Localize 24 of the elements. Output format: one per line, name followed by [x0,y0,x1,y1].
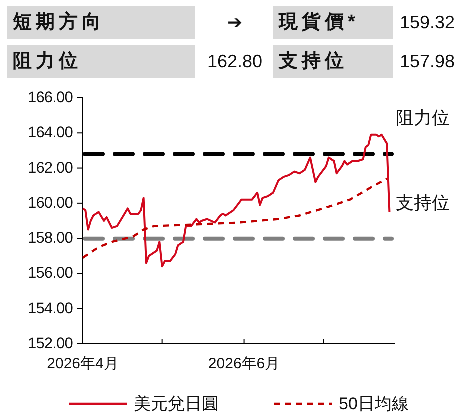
text: 支持位 [278,50,348,72]
ref-line-label: 阻力位 [396,108,450,128]
text: 現貨價* [278,11,360,33]
text: ➔ [227,12,243,32]
y-tick-label: 162.00 [28,160,74,177]
text: 162.80 [207,52,263,72]
y-tick-label: 166.00 [28,90,74,106]
legend-label: 50日均線 [339,394,409,414]
y-tick-label: 158.00 [28,230,74,248]
ref-line: 阻力位 [83,108,450,156]
y-tick-label: 154.00 [28,300,74,318]
text: 阻力位 [13,50,82,72]
text: 157.98 [400,52,456,72]
text: 159.32 [400,12,456,32]
y-tick-label: 164.00 [28,124,74,142]
y-tick-label: 152.00 [28,336,74,352]
ref-line-label: 支持位 [396,192,450,213]
legend-label: 美元兌日圓 [134,394,220,414]
text: 短期方向 [12,11,105,33]
x-tick-label: 2026年6月 [208,356,280,372]
y-tick-label: 156.00 [28,265,74,282]
y-tick-label: 160.00 [28,194,74,212]
x-tick-label: 2026年4月 [47,356,119,372]
ref-line: 支持位 [83,192,450,241]
